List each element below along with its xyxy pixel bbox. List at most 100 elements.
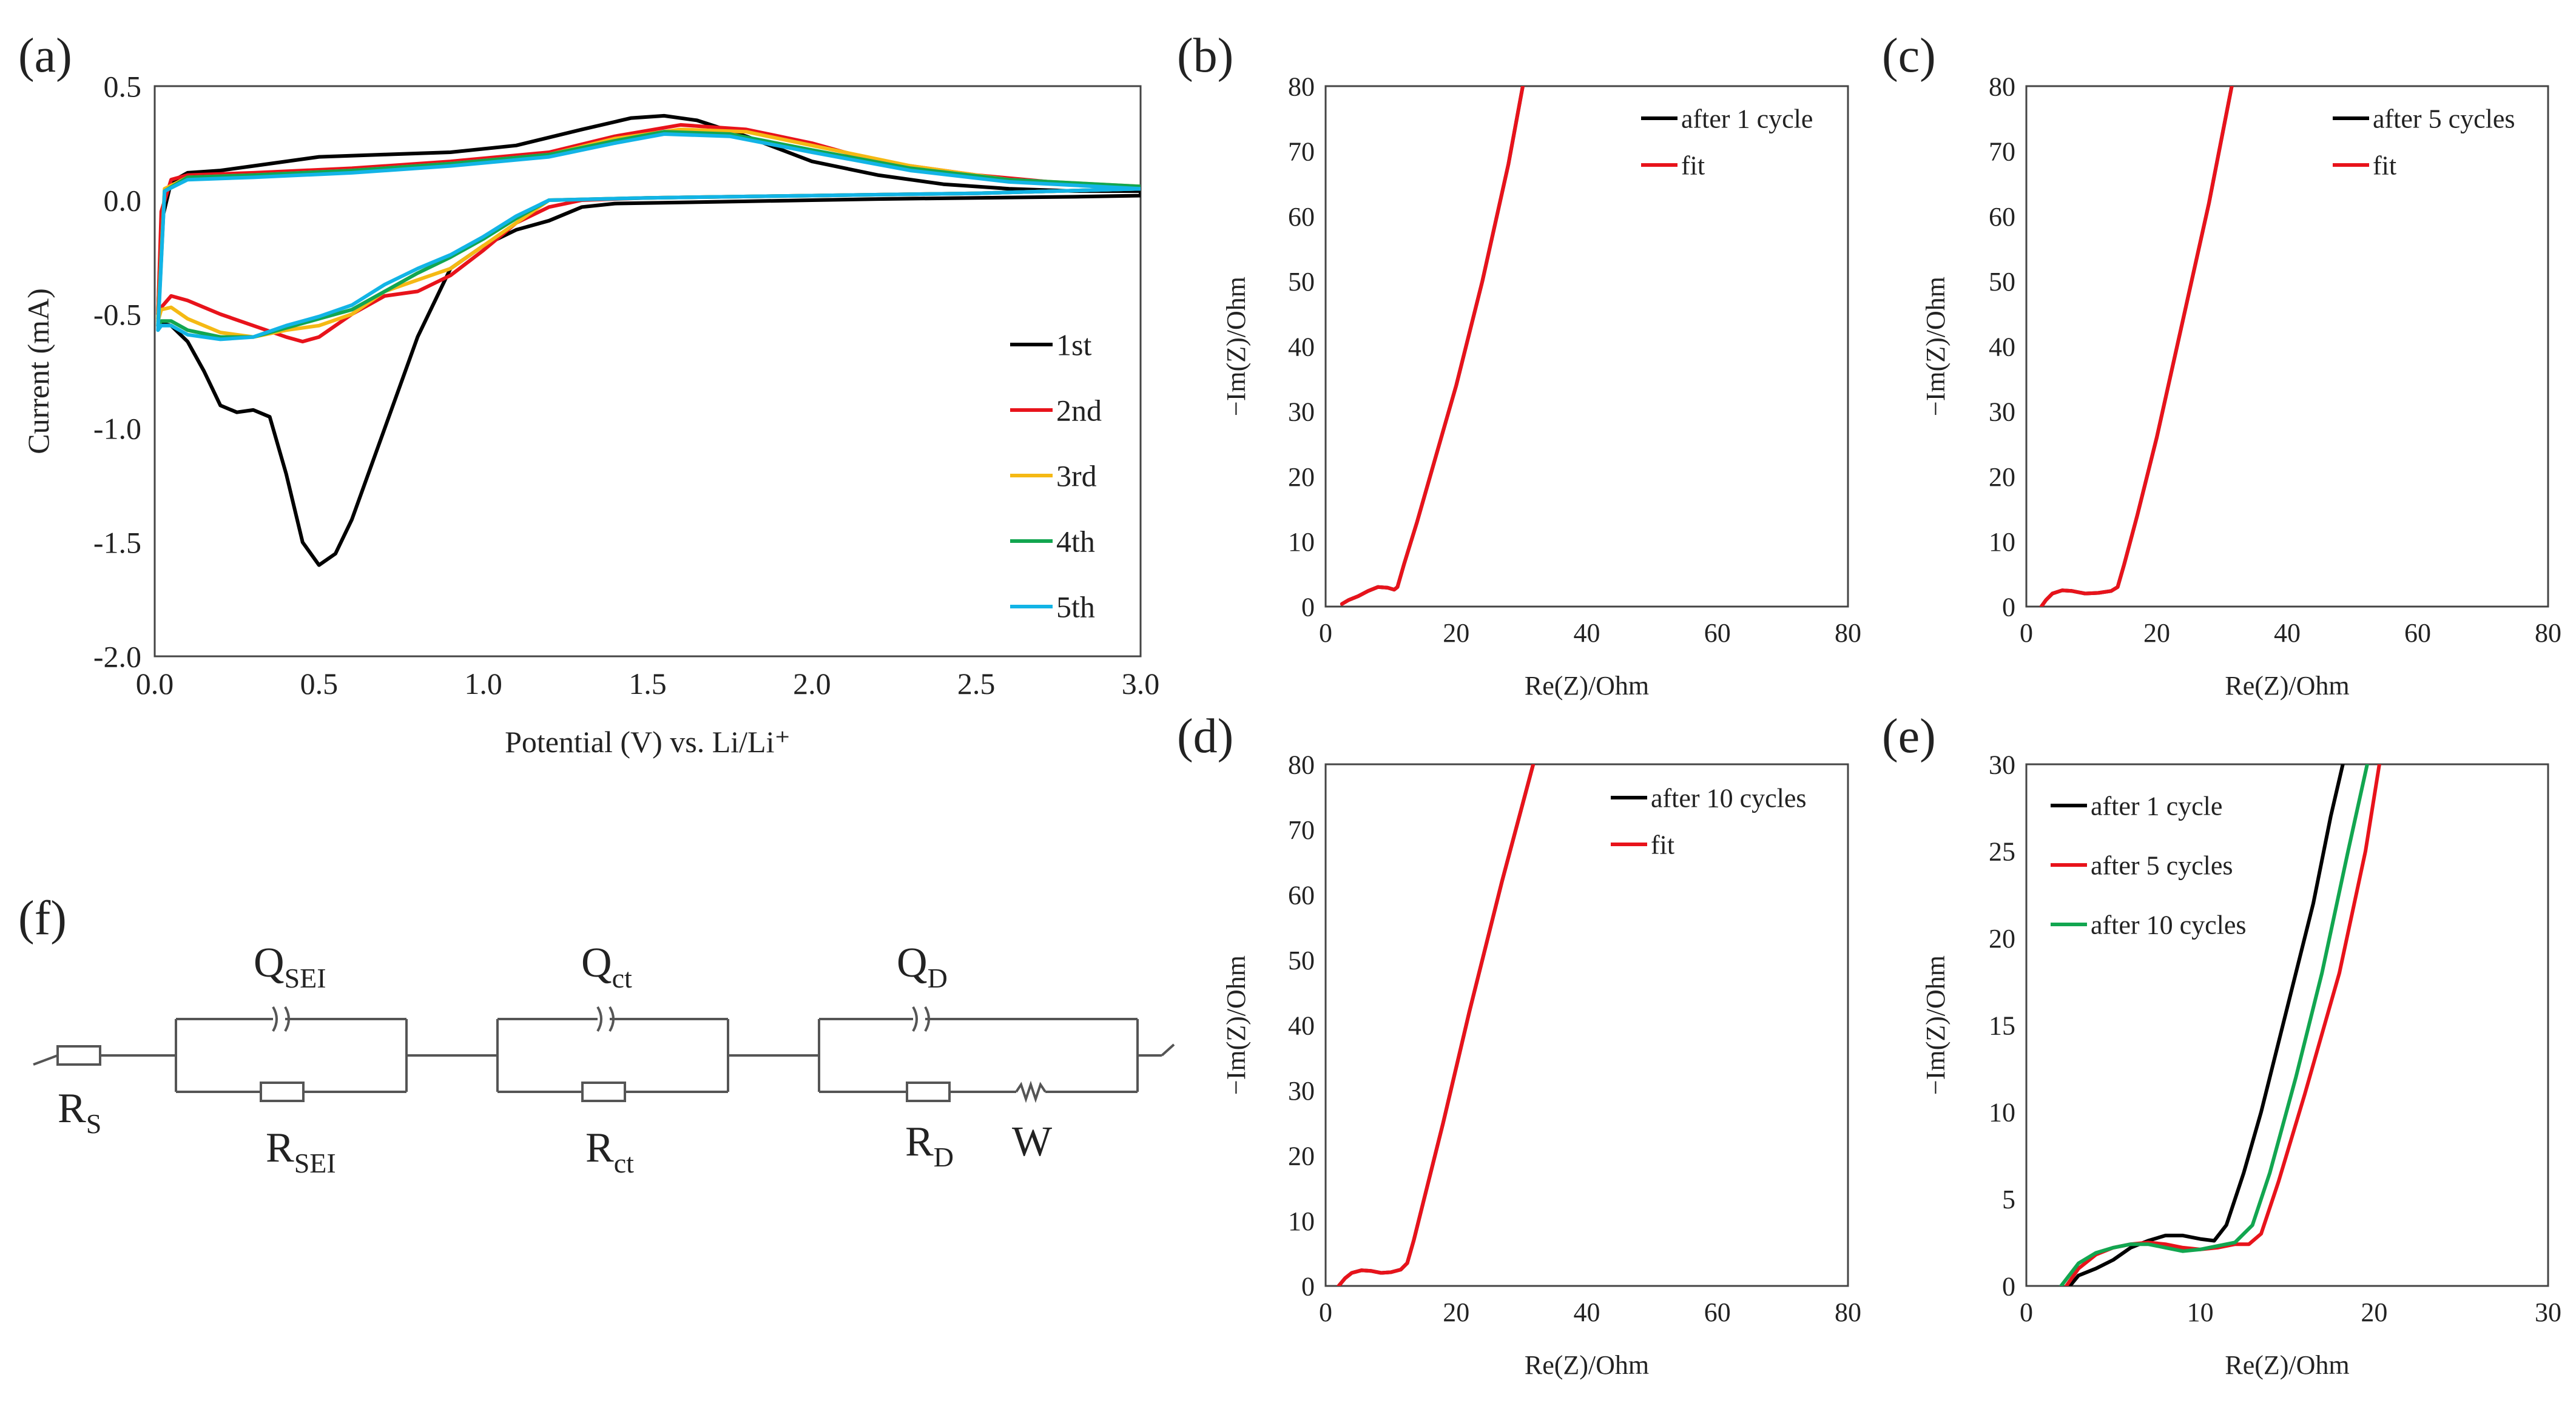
y-tick-label: 30 — [1989, 397, 2015, 427]
x-tick-label: 0 — [2020, 618, 2033, 648]
x-tick-label: 0.0 — [136, 667, 174, 701]
y-tick-label: 40 — [1288, 332, 1315, 362]
y-tick-label: 70 — [1288, 137, 1315, 167]
y-tick-label: 0.0 — [104, 184, 142, 218]
y-tick-label: 80 — [1288, 72, 1315, 101]
x-tick-label: 20 — [2361, 1297, 2387, 1327]
x-tick-label: 60 — [2404, 618, 2431, 648]
plot-frame — [153, 85, 1142, 658]
y-tick-label: 60 — [1288, 202, 1315, 232]
y-tick-label: 20 — [1989, 462, 2015, 492]
panel-letter-f: (f) — [18, 892, 67, 945]
x-axis-label: Potential (V) vs. Li/Li⁺ — [505, 725, 791, 759]
y-axis-label: −Im(Z)/Ohm — [1921, 277, 1951, 416]
resistor-rs — [56, 1045, 101, 1066]
x-tick-label: 20 — [1443, 1297, 1469, 1327]
x-tick-label: 20 — [1443, 618, 1469, 648]
x-tick-label: 0 — [1319, 618, 1332, 648]
y-tick-label: 20 — [1288, 1141, 1315, 1171]
x-tick-label: 0.5 — [300, 667, 339, 701]
label-w: W — [1012, 1119, 1052, 1165]
y-tick-label: 30 — [1288, 1076, 1315, 1106]
x-tick-label: 0 — [1319, 1297, 1332, 1327]
series-line-1 — [156, 113, 1141, 567]
y-tick-label: 80 — [1288, 750, 1315, 779]
x-tick-label: 10 — [2187, 1297, 2214, 1327]
series-line-3 — [2059, 764, 2369, 1286]
y-tick-label: 40 — [1288, 1011, 1315, 1040]
x-tick-label: 0 — [2020, 1297, 2033, 1327]
chart-e-nyquist-comparison: 0 10 20 30 0 5 10 15 20 25 30 Re(Z)/Ohm −Im(Z)/Ohm af… — [1921, 750, 2561, 1380]
panel-letter-d: (d) — [1177, 710, 1233, 763]
x-axis-label: Re(Z)/Ohm — [2225, 671, 2349, 701]
y-tick-label: -1.5 — [93, 526, 141, 560]
plot-frame — [2025, 763, 2549, 1287]
circuit-lead-out — [1161, 1043, 1175, 1057]
legend-label: 2nd — [1056, 394, 1102, 428]
chart-d-nyquist-10-cycles: 0 20 40 60 80 0 10 20 30 40 50 60 70 80 Re(Z)/Ohm −Im(Z… — [1221, 750, 1861, 1380]
label-qct: Qct — [581, 940, 632, 994]
x-tick-label: 20 — [2143, 618, 2170, 648]
y-tick-label: 30 — [1989, 750, 2015, 779]
label-qsei: QSEI — [254, 940, 326, 994]
plot-frame — [1324, 763, 1849, 1287]
y-tick-label: 25 — [1989, 837, 2015, 867]
resistor-rsei — [260, 1082, 305, 1102]
y-axis-label: Current (mA) — [21, 288, 55, 454]
y-tick-label: 0.5 — [104, 70, 142, 104]
legend-label: after 10 cycles — [2091, 910, 2247, 940]
x-tick-label: 3.0 — [1122, 667, 1160, 701]
panel-letter-a: (a) — [18, 29, 72, 82]
y-tick-label: 80 — [1989, 72, 2015, 101]
label-rs: RS — [58, 1085, 101, 1139]
y-tick-label: 50 — [1288, 267, 1315, 297]
y-tick-label: -1.0 — [93, 412, 141, 446]
y-tick-label: 40 — [1989, 332, 2015, 362]
y-tick-label: 0 — [1301, 1271, 1315, 1301]
y-tick-label: 60 — [1288, 880, 1315, 910]
panel-letter-e: (e) — [1882, 710, 1936, 763]
x-tick-label: 40 — [1574, 1297, 1600, 1327]
legend-label: fit — [1651, 830, 1674, 860]
panel-letter-b: (b) — [1177, 29, 1233, 82]
y-tick-label: 5 — [2002, 1185, 2015, 1214]
equivalent-circuit — [33, 1006, 1175, 1103]
y-tick-label: 50 — [1989, 267, 2015, 297]
circuit-lead-in — [33, 1054, 58, 1066]
y-tick-label: 10 — [1989, 1098, 2015, 1128]
x-axis-label: Re(Z)/Ohm — [1525, 671, 1649, 701]
legend-label: after 1 cycle — [2091, 791, 2222, 821]
legend-label: 1st — [1056, 328, 1091, 362]
y-tick-label: 10 — [1288, 527, 1315, 557]
y-tick-label: 50 — [1288, 946, 1315, 975]
label-rct: Rct — [585, 1125, 634, 1179]
y-tick-label: 15 — [1989, 1011, 2015, 1040]
plot-frame — [2025, 85, 2549, 608]
x-tick-label: 2.0 — [793, 667, 831, 701]
y-tick-label: -2.0 — [93, 640, 141, 674]
x-tick-label: 1.5 — [629, 667, 667, 701]
series-line-1 — [1340, 86, 1525, 606]
y-tick-label: 0 — [2002, 592, 2015, 622]
legend-label: after 10 cycles — [1651, 783, 1807, 813]
legend-label: after 5 cycles — [2091, 850, 2233, 880]
y-tick-label: 20 — [1989, 924, 2015, 954]
x-tick-label: 1.0 — [464, 667, 502, 701]
x-tick-label: 60 — [1704, 618, 1731, 648]
y-axis-label: −Im(Z)/Ohm — [1221, 277, 1251, 416]
y-tick-label: 30 — [1288, 397, 1315, 427]
chart-b-nyquist-1-cycle: 0 20 40 60 80 0 10 20 30 40 50 60 70 80 Re(Z)/Ohm −Im(Z… — [1221, 72, 1861, 701]
y-tick-label: 0 — [2002, 1271, 2015, 1301]
y-tick-label: 10 — [1288, 1206, 1315, 1236]
x-tick-label: 40 — [2274, 618, 2301, 648]
series-line-2 — [2039, 86, 2234, 607]
x-tick-label: 2.5 — [957, 667, 996, 701]
x-tick-label: 80 — [1835, 618, 1861, 648]
y-tick-label: 10 — [1989, 527, 2015, 557]
x-tick-label: 80 — [1835, 1297, 1861, 1327]
label-qd: QD — [897, 940, 948, 994]
series-line-1 — [2039, 86, 2234, 607]
series-line-1 — [2068, 764, 2345, 1286]
label-rd: RD — [905, 1119, 954, 1173]
